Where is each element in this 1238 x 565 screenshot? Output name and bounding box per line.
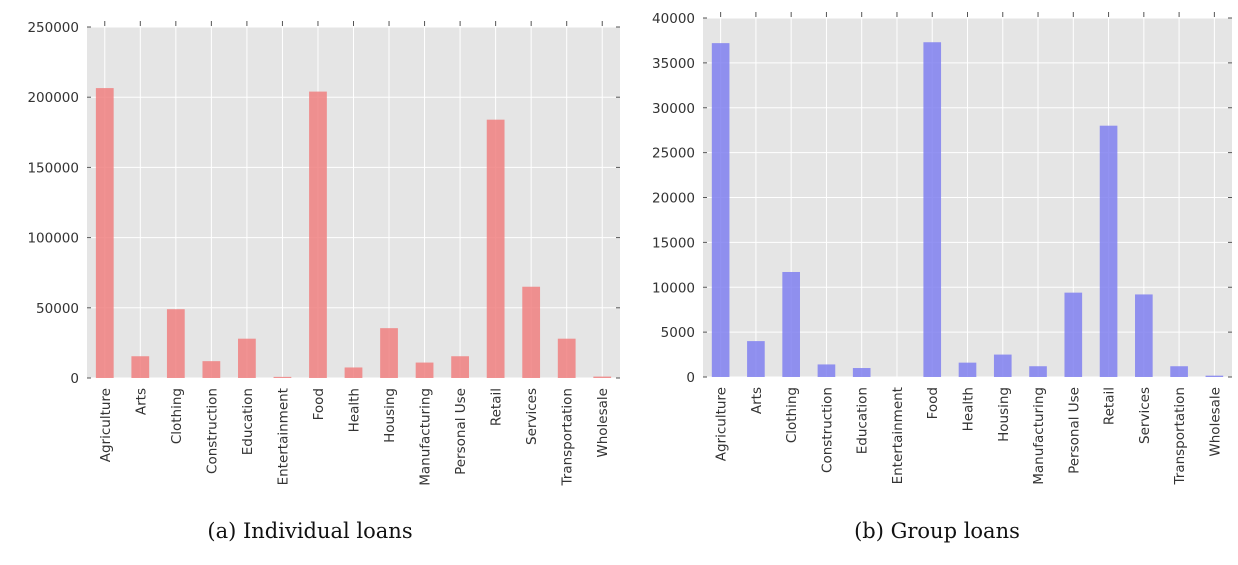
y-tick-label: 150000 xyxy=(27,160,79,176)
y-tick-label: 0 xyxy=(686,370,695,386)
bar-construction xyxy=(817,364,836,377)
bar-health xyxy=(958,362,977,377)
bar-education xyxy=(852,368,871,377)
x-tick-label: Entertainment xyxy=(275,388,291,485)
x-tick-label: Education xyxy=(240,388,256,455)
bar-clothing xyxy=(166,309,185,378)
y-tick-label: 15000 xyxy=(652,235,695,251)
x-tick-label: Education xyxy=(855,387,871,454)
y-tick-label: 25000 xyxy=(652,146,695,162)
x-tick-label: Retail xyxy=(1102,387,1118,425)
chart-group-loans: 0 5000 10000 15000 20000 25000 30000 35000 40000… xyxy=(652,11,1232,543)
x-tick-label: Housing xyxy=(996,387,1012,442)
x-tick-label: Retail xyxy=(489,388,505,426)
x-tick-label: Clothing xyxy=(784,387,800,443)
x-tick-label: Housing xyxy=(382,388,398,443)
bar-arts xyxy=(131,356,150,378)
x-tick-label: Transportation xyxy=(560,388,576,486)
bar-transportation xyxy=(1170,366,1188,377)
x-tick-label: Arts xyxy=(133,388,149,415)
bar-retail xyxy=(1099,125,1118,377)
x-tick-label: Construction xyxy=(204,388,220,474)
bar-transportation xyxy=(557,338,576,378)
y-tick-label: 10000 xyxy=(652,280,695,296)
bar-health xyxy=(344,367,363,378)
y-tick-label: 20000 xyxy=(652,191,695,207)
bar-services xyxy=(1135,294,1153,377)
x-tick-label: Personal Use xyxy=(453,388,469,475)
x-tick-label: Manufacturing xyxy=(1031,387,1047,485)
bar-arts xyxy=(747,341,765,377)
y-tick-label: 250000 xyxy=(27,20,79,36)
x-tick-label: Wholesale xyxy=(595,388,611,458)
bar-entertainment xyxy=(273,376,292,378)
x-tick-label: Health xyxy=(961,387,977,431)
x-tick-label: Food xyxy=(311,388,327,420)
x-tick-label: Wholesale xyxy=(1207,387,1223,457)
bar-manufacturing xyxy=(1029,366,1047,377)
y-tick-label: 40000 xyxy=(652,11,695,27)
figure-caption: (a) Individual loans xyxy=(207,519,412,543)
chart-individual-loans: 0 50000 100000 150000 200000 250000 Agricultur… xyxy=(27,20,620,543)
bar-agriculture xyxy=(711,43,730,377)
bar-personal-use xyxy=(451,356,469,378)
y-tick-label: 200000 xyxy=(27,90,79,106)
x-tick-label: Food xyxy=(925,387,941,419)
bar-housing xyxy=(380,328,398,378)
y-tick-label: 100000 xyxy=(27,231,79,247)
x-tick-label: Personal Use xyxy=(1066,387,1082,474)
bar-clothing xyxy=(782,271,800,377)
bar-wholesale xyxy=(1205,375,1224,377)
x-tick-label: Manufacturing xyxy=(418,388,434,486)
bar-food xyxy=(923,42,942,378)
x-tick-label: Agriculture xyxy=(714,387,730,461)
bar-education xyxy=(238,338,256,378)
figure-caption: (b) Group loans xyxy=(854,519,1020,543)
x-tick-label: Transportation xyxy=(1172,387,1188,485)
x-tick-label: Clothing xyxy=(169,388,185,444)
bar-construction xyxy=(202,361,221,378)
x-tick-label: Health xyxy=(347,388,363,432)
bar-agriculture xyxy=(95,88,114,378)
bar-housing xyxy=(993,354,1012,377)
bar-services xyxy=(522,286,541,378)
bar-manufacturing xyxy=(415,362,434,378)
bar-food xyxy=(309,91,327,379)
y-tick-label: 5000 xyxy=(661,325,695,341)
x-tick-label: Construction xyxy=(819,387,835,473)
bar-personal-use xyxy=(1064,292,1083,377)
y-tick-label: 0 xyxy=(70,371,79,387)
x-tick-label: Services xyxy=(524,388,540,445)
bar-retail xyxy=(486,119,505,378)
x-tick-label: Services xyxy=(1137,387,1153,444)
y-tick-label: 50000 xyxy=(36,301,79,317)
x-tick-label: Entertainment xyxy=(890,387,906,484)
bar-wholesale xyxy=(593,376,612,378)
y-tick-label: 30000 xyxy=(652,101,695,117)
x-tick-label: Arts xyxy=(749,387,765,414)
y-tick-label: 35000 xyxy=(652,56,695,72)
x-tick-label: Agriculture xyxy=(98,388,114,462)
